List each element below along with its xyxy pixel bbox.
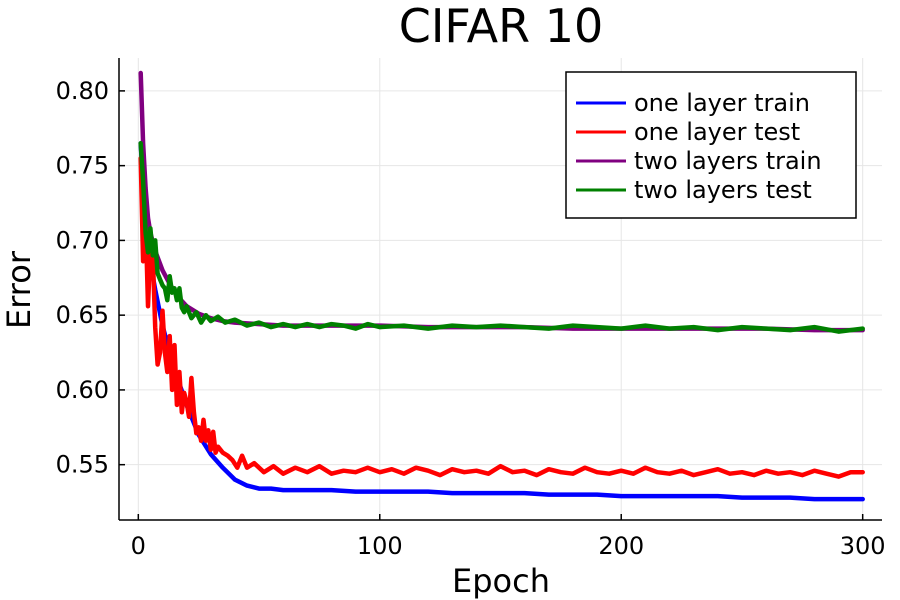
x-axis-label: Epoch (452, 562, 550, 600)
y-tick-label: 0.60 (56, 376, 109, 404)
chart-title: CIFAR 10 (399, 0, 604, 53)
y-axis-label: Error (0, 250, 38, 329)
y-tick-label: 0.75 (56, 152, 109, 180)
y-tick-label: 0.65 (56, 301, 109, 329)
axes (118, 58, 882, 521)
legend-label-one-layer-train: one layer train (634, 89, 810, 117)
legend-label-two-layers-test: two layers test (634, 176, 812, 204)
legend-label-two-layers-train: two layers train (634, 147, 822, 175)
ticks: 0 100 200 300 0.55 0.60 0.65 0.70 0.75 0.80 (56, 77, 886, 560)
x-tick-label: 100 (357, 532, 403, 560)
y-tick-label: 0.80 (56, 77, 109, 105)
y-tick-label: 0.55 (56, 451, 109, 479)
x-tick-label: 300 (840, 532, 886, 560)
x-tick-label: 200 (598, 532, 644, 560)
x-tick-label: 0 (131, 532, 146, 560)
series-group (138, 70, 865, 502)
y-tick-label: 0.70 (56, 226, 109, 254)
series-line-two-layers-test (138, 140, 865, 334)
series-line-one-layer-test (138, 155, 865, 479)
legend-label-one-layer-test: one layer test (634, 118, 800, 146)
legend-box (565, 71, 857, 219)
